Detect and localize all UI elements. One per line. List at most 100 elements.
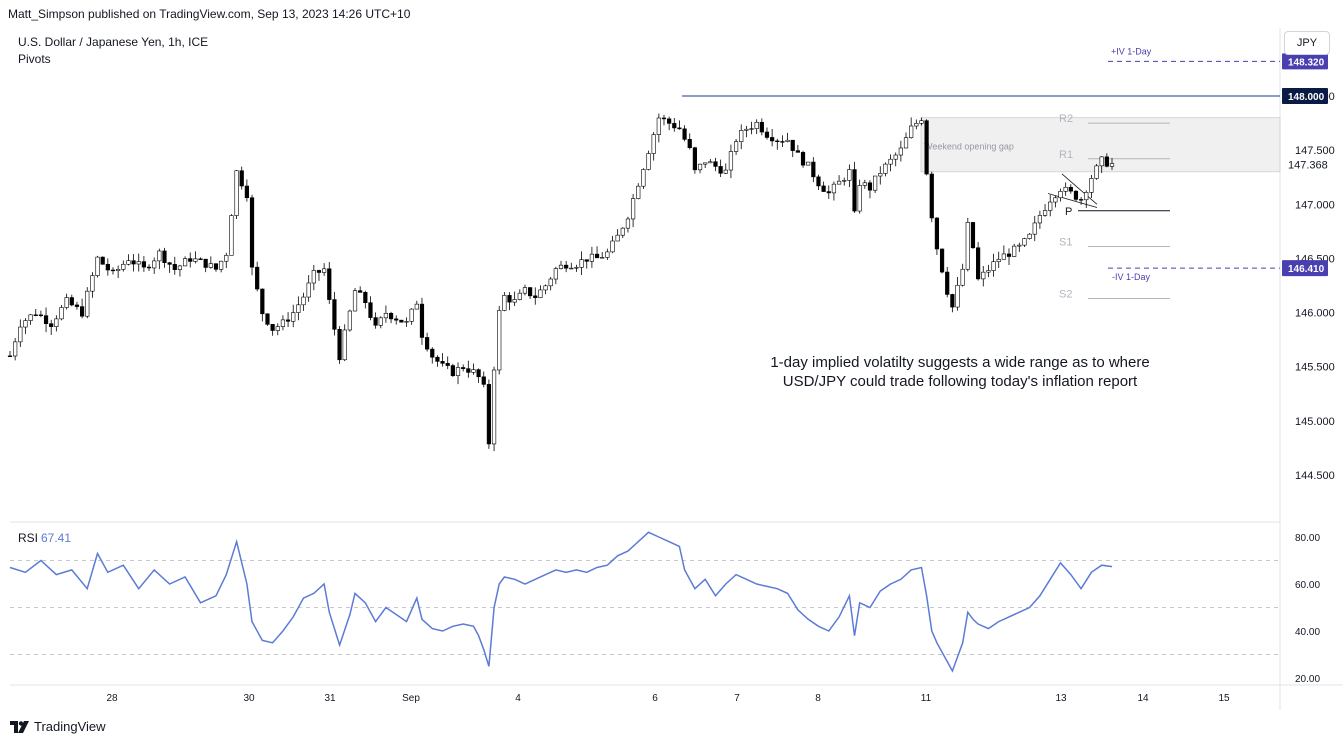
wedge-upper-trendline [1061,173,1098,205]
candle-body [873,175,878,191]
candle-body [857,185,862,212]
candle-body [795,150,800,153]
candle-body [136,261,141,265]
candle-body [373,317,378,326]
candle-body [54,318,59,327]
candle-body [502,295,507,311]
candle-body [677,127,682,130]
candle-body [605,251,610,258]
tradingview-logo[interactable]: TradingView [10,719,106,734]
time-tick-label: 7 [734,693,740,704]
candle-body [903,137,909,149]
candle-body [383,312,389,319]
candle-body [806,161,811,166]
wedge-lower-trendline [1047,193,1098,208]
rsi-tick-label: 20.00 [1295,674,1320,685]
candle-body [831,183,837,194]
candle-body [1079,199,1084,201]
candle-body [105,263,110,271]
candle-body [100,256,105,265]
time-tick-label: 31 [324,693,336,704]
candle-body [1089,178,1094,193]
candle-body [976,247,981,280]
candle-body [960,268,965,286]
candle-body [558,264,564,269]
candle-body [1042,210,1048,216]
candle-body [919,120,924,124]
candle-body [368,302,373,318]
candle-body [59,307,64,320]
candle-body [213,263,219,270]
candle-body [723,169,728,174]
candle-body [682,128,687,140]
candle-body [579,259,584,268]
candle-body [394,318,399,321]
candle-body [965,222,970,270]
candle-body [363,292,368,304]
candle-body [18,326,23,343]
candle-body [522,287,528,294]
pivot-label-s2: S2 [1059,288,1072,300]
candle-body [116,268,121,272]
candle-body [33,314,38,316]
candle-body [512,299,517,303]
candle-body [450,365,455,377]
candle-body [636,185,641,199]
candle-body [172,264,177,270]
candle-body [95,256,100,276]
candle-body [728,151,734,171]
candle-body [646,153,651,170]
time-tick-label: 8 [815,693,821,704]
candle-body [878,173,883,177]
pivots-indicator-label[interactable]: Pivots [18,52,51,66]
candle-body [491,369,497,445]
candle-body [594,253,600,259]
candle-body [445,363,450,366]
candle-body [733,141,739,152]
candle-body [600,257,605,259]
candle-body [697,163,703,171]
candle-body [615,234,620,242]
candle-body [419,303,425,338]
candle-body [301,296,306,306]
candle-body [718,166,723,174]
time-tick-label: 15 [1218,693,1230,704]
candle-body [790,139,795,151]
candle-body [800,152,806,166]
candle-body [651,134,656,154]
price-tick-label: 147.000 [1295,199,1335,211]
candle-body [1022,238,1027,246]
candle-body [74,304,80,307]
candle-body [404,321,409,323]
candle-body [842,180,847,182]
rsi-label[interactable]: RSI [18,531,39,545]
candle-body [1063,186,1068,192]
candle-body [69,297,74,306]
candle-body [43,315,49,324]
candle-body [553,268,558,280]
candle-body [584,259,589,262]
candle-body [440,361,445,364]
candle-body [131,260,136,265]
candle-body [146,266,152,269]
candle-body [939,248,945,273]
candle-body [692,147,697,171]
rsi-tick-label: 40.00 [1295,627,1320,638]
candle-body [852,169,857,212]
candle-body [929,173,934,219]
candle-body [970,222,976,249]
candle-body [347,310,352,331]
annotation-line-2: USD/JPY could trade following today's in… [782,373,1138,390]
candle-body [1058,191,1063,199]
rsi-line [9,531,1113,673]
time-tick-label: 30 [243,693,255,704]
symbol-title[interactable]: U.S. Dollar / Japanese Yen, 1h, ICE [18,35,209,49]
candle-body [7,355,13,357]
candle-body [110,269,116,272]
rsi-value: 67.41 [41,531,72,545]
candle-body [883,163,888,174]
currency-button[interactable]: JPY [1284,31,1330,55]
candle-body [775,140,780,143]
candle-body [847,169,852,181]
